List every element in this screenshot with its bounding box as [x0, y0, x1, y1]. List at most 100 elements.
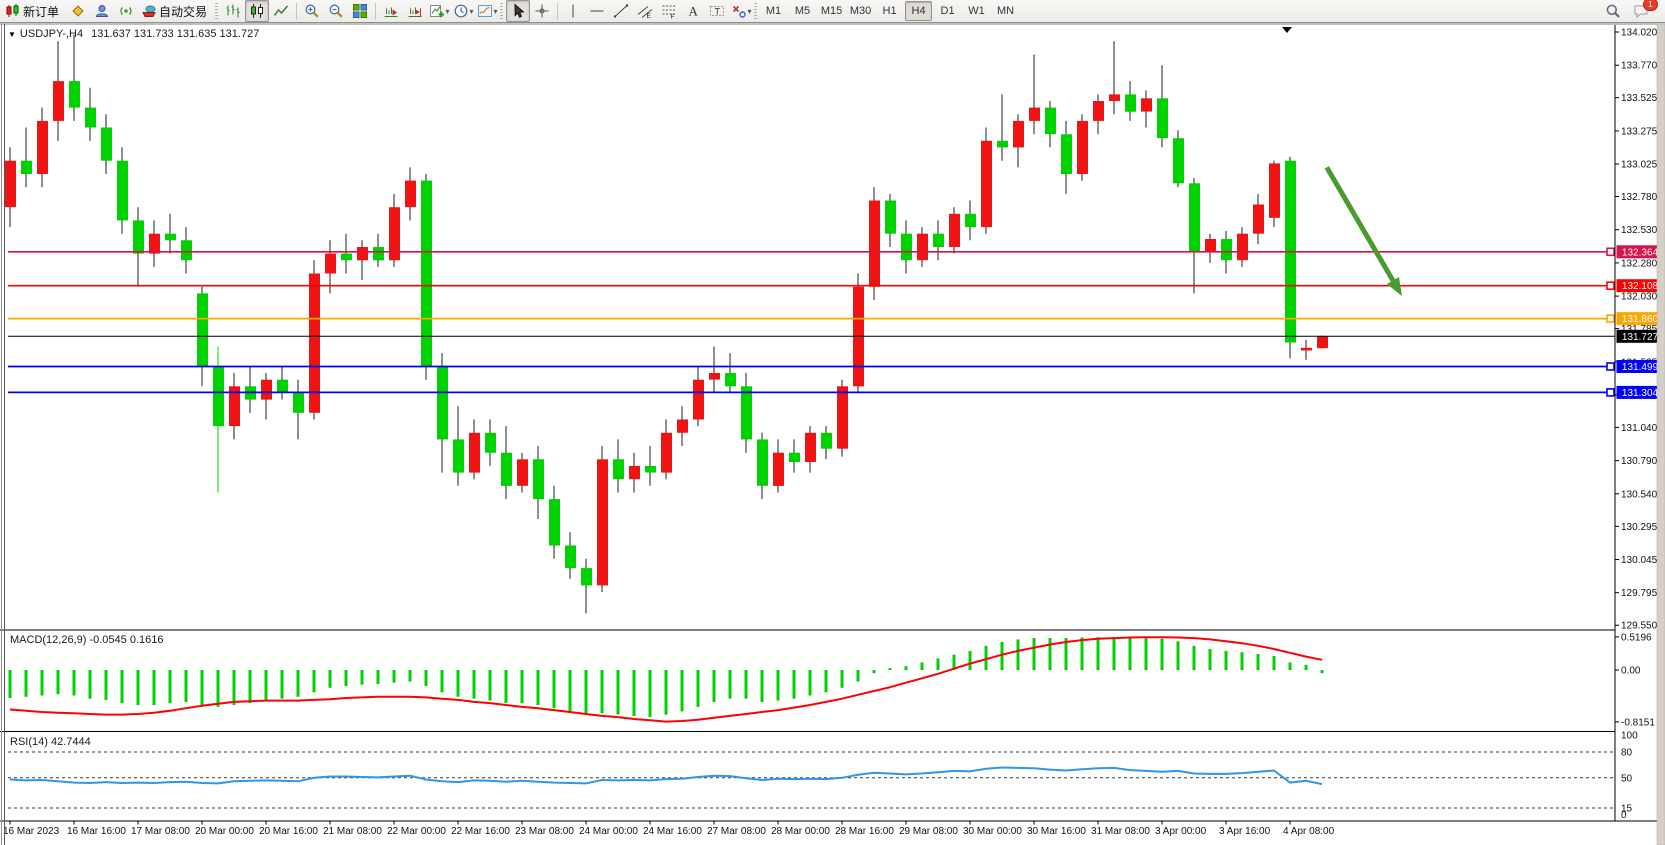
svg-text:20 Mar 00:00: 20 Mar 00:00 [195, 826, 254, 837]
svg-text:131.785: 131.785 [1621, 324, 1658, 335]
toolbar-grip [500, 3, 504, 19]
rsi-indicator-label: RSI(14) 42.7444 [10, 736, 91, 748]
timeframe-button-H1[interactable]: H1 [882, 5, 897, 17]
svg-text:50: 50 [1621, 773, 1633, 784]
new-order-button[interactable]: 新订单 [2, 0, 66, 22]
svg-text:132.030: 132.030 [1621, 292, 1658, 303]
line-chart-button[interactable] [269, 0, 293, 22]
tile-windows-button[interactable] [348, 0, 372, 22]
svg-text:130.790: 130.790 [1621, 456, 1658, 467]
text-button[interactable]: A [681, 0, 705, 22]
templates-button[interactable]: ▾ [475, 0, 499, 22]
svg-text:27 Mar 08:00: 27 Mar 08:00 [707, 826, 766, 837]
timeframe-button-W1[interactable]: W1 [968, 5, 985, 17]
toolbar-grip [754, 3, 758, 19]
signal-icon [118, 3, 134, 19]
auto-trading-button[interactable]: 自动交易 [138, 0, 214, 22]
horizontal-line-button[interactable] [585, 0, 609, 22]
channel-icon: E [637, 3, 653, 20]
vertical-line-button[interactable] [561, 0, 585, 22]
cursor-button[interactable] [506, 0, 531, 22]
svg-text:16 Mar 2023: 16 Mar 2023 [3, 826, 60, 837]
add-indicator-button[interactable]: ▾ [427, 0, 451, 22]
svg-text:3 Apr 00:00: 3 Apr 00:00 [1155, 826, 1207, 837]
crosshair-button[interactable] [530, 0, 554, 22]
svg-text:133.770: 133.770 [1621, 61, 1658, 72]
timeframe-bar: M1 M5 M15 M30 H1 H4 D1 W1 MN [760, 1, 1019, 21]
svg-text:23 Mar 08:00: 23 Mar 08:00 [515, 826, 574, 837]
toolbar-separator [557, 2, 559, 20]
trend-arrow-annotation [1324, 166, 1402, 297]
chart-collapse-icon[interactable]: ▼ [8, 30, 16, 39]
new-order-label: 新订单 [23, 4, 60, 19]
timeframe-button-MN[interactable]: MN [996, 5, 1015, 17]
toolbar-separator [375, 2, 377, 20]
timeframe-button-H4[interactable]: H4 [905, 1, 933, 21]
zoom-in-button[interactable] [300, 0, 324, 22]
right-scroll-strip [1656, 23, 1665, 845]
svg-text:30 Mar 16:00: 30 Mar 16:00 [1027, 826, 1086, 837]
timeframe-button-M30[interactable]: M30 [849, 5, 872, 17]
search-icon [1605, 3, 1621, 19]
bar-chart-button[interactable] [221, 0, 245, 22]
signals-button[interactable] [114, 0, 138, 22]
svg-text:24 Mar 00:00: 24 Mar 00:00 [579, 826, 638, 837]
svg-text:A: A [689, 4, 699, 19]
fibonacci-button[interactable]: F [657, 0, 681, 22]
svg-text:0.5196: 0.5196 [1621, 632, 1652, 643]
navigator-icon [94, 3, 110, 19]
svg-text:22 Mar 16:00: 22 Mar 16:00 [451, 826, 510, 837]
timeframe-button-M15[interactable]: M15 [820, 5, 843, 17]
channel-button[interactable]: E [633, 0, 657, 22]
navigator-button[interactable] [90, 0, 114, 22]
chart-shift-icon [407, 3, 423, 19]
toolbar: 新订单 自动交易 ▾ ▾ ▾ E F A T ▾ M1 M5 M15 M30 H1 H4 D… [0, 0, 1665, 23]
svg-text:17 Mar 08:00: 17 Mar 08:00 [131, 826, 190, 837]
horizontal-line-icon [589, 3, 605, 19]
market-watch-button[interactable] [66, 0, 90, 22]
add-indicator-icon [429, 3, 445, 19]
candles-layer [5, 34, 1328, 614]
zoom-out-button[interactable] [324, 0, 348, 22]
chat-button[interactable]: 1 [1629, 0, 1658, 22]
svg-text:132.280: 132.280 [1621, 258, 1658, 269]
svg-text:132.780: 132.780 [1621, 192, 1658, 203]
svg-text:134.020: 134.020 [1621, 28, 1658, 39]
timeframe-button-M5[interactable]: M5 [794, 5, 811, 17]
trendline-icon [613, 3, 629, 19]
svg-text:131.727: 131.727 [1622, 332, 1659, 343]
svg-text:80: 80 [1621, 748, 1633, 759]
text-icon: A [685, 3, 701, 19]
shapes-button[interactable]: ▾ [729, 0, 753, 22]
price-level-badge: 132.364 [1616, 245, 1664, 259]
chart-symbol: USDJPY-,H4 [19, 28, 84, 40]
chart-title: ▼ USDJPY-,H4 131.637 131.733 131.635 131.7… [8, 28, 259, 40]
chart-quote: 131.637 131.733 131.635 131.727 [91, 28, 260, 40]
tile-windows-icon [352, 3, 368, 19]
svg-text:131.860: 131.860 [1622, 314, 1659, 325]
text-label-button[interactable]: T [705, 0, 729, 22]
timeframe-button-D1[interactable]: D1 [940, 5, 955, 17]
timeframe-button-M1[interactable]: M1 [765, 5, 782, 17]
svg-text:22 Mar 00:00: 22 Mar 00:00 [387, 826, 446, 837]
svg-text:129.550: 129.550 [1621, 621, 1658, 632]
vertical-line-icon [565, 3, 581, 19]
toolbar-right: 1 [1601, 0, 1663, 22]
svg-text:24 Mar 16:00: 24 Mar 16:00 [643, 826, 702, 837]
svg-text:0.00: 0.00 [1621, 666, 1641, 677]
svg-text:29 Mar 08:00: 29 Mar 08:00 [899, 826, 958, 837]
chart-shift-button[interactable] [403, 0, 427, 22]
candlestick-button[interactable] [245, 0, 270, 22]
periods-button[interactable]: ▾ [451, 0, 475, 22]
svg-text:3 Apr 16:00: 3 Apr 16:00 [1219, 826, 1271, 837]
shapes-icon [731, 3, 747, 19]
auto-scroll-button[interactable] [379, 0, 403, 22]
search-button[interactable] [1601, 0, 1625, 22]
price-level-badge: 131.499 [1616, 360, 1664, 373]
svg-text:132.108: 132.108 [1622, 281, 1659, 292]
dropdown-arrow-icon: ▾ [747, 6, 752, 16]
date-axis: 16 Mar 2023 16 Mar 16:00 17 Mar 08:00 20 Ma… [3, 821, 1335, 837]
trendline-button[interactable] [609, 0, 633, 22]
auto-trading-icon [141, 3, 157, 19]
